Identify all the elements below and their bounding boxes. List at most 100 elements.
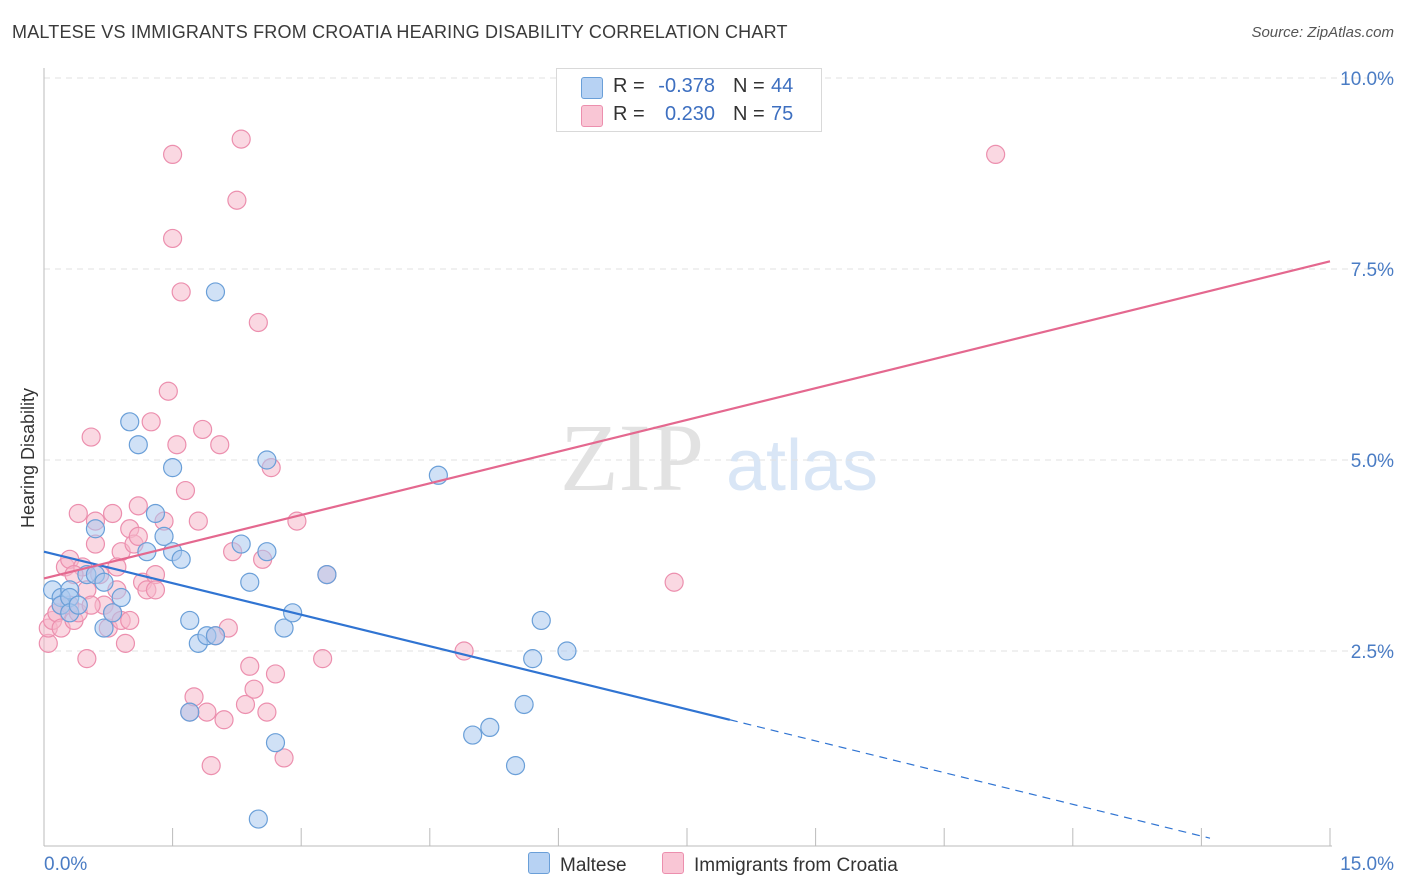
croatia-point [235, 694, 256, 715]
croatia-point [81, 427, 101, 447]
y-axis-label: Hearing Disability [18, 388, 38, 528]
croatia-point [115, 633, 136, 653]
bottom-legend-croatia: Immigrants from Croatia [662, 852, 898, 877]
croatia-point [68, 503, 88, 524]
watermark-atlas: atlas [726, 426, 878, 506]
croatia-point [986, 144, 1006, 164]
maltese-point [505, 755, 526, 776]
bottom-legend-label-croatia: Immigrants from Croatia [694, 855, 898, 876]
croatia-point [664, 572, 684, 592]
maltese-point [94, 618, 114, 638]
croatia-point [265, 664, 286, 684]
gridlines [44, 77, 1394, 652]
chart-title: MALTESE VS IMMIGRANTS FROM CROATIA HEARI… [12, 22, 788, 42]
maltese-point [180, 610, 200, 631]
maltese-point [205, 626, 226, 646]
maltese-point [68, 595, 88, 615]
maltese-point [257, 450, 277, 470]
maltese-points [42, 282, 577, 829]
maltese-point [154, 526, 174, 547]
y-tick-labels: 2.5% 5.0% 7.5% 10.0% [1340, 69, 1394, 663]
maltese-point [248, 809, 268, 829]
croatia-point [227, 190, 247, 210]
maltese-point [94, 572, 114, 592]
y-tick-label: 7.5% [1351, 260, 1394, 281]
y-tick-label: 5.0% [1351, 451, 1394, 472]
maltese-point [163, 458, 183, 478]
y-tick-label: 2.5% [1351, 642, 1394, 663]
maltese-point [180, 702, 200, 722]
stats-legend: R = -0.378 N = 44 R = 0.230 N = 75 [556, 68, 822, 132]
maltese-point [523, 649, 543, 669]
maltese-point [240, 572, 260, 592]
maltese-point [480, 717, 500, 738]
croatia-point [197, 702, 217, 722]
maltese-point [128, 435, 148, 455]
maltese-point [85, 519, 106, 539]
maltese-point [274, 618, 294, 638]
maltese-point [102, 603, 123, 623]
maltese-trendline-extension [729, 719, 1211, 839]
croatia-point [248, 312, 268, 333]
x-ticks [172, 828, 1331, 846]
maltese-point [557, 641, 577, 661]
croatia-point [214, 710, 234, 730]
croatia-point [313, 649, 333, 669]
croatia-point [171, 282, 191, 302]
maltese-trendline [43, 550, 731, 721]
croatia-point [193, 419, 213, 440]
maltese-point [257, 542, 277, 562]
legend-r-value: -0.378 [658, 75, 715, 97]
bottom-legend-label-maltese: Maltese [560, 855, 627, 876]
legend-r-label: R = [613, 75, 645, 97]
legend-swatch-blue [581, 77, 603, 99]
legend-swatch-pink [581, 105, 603, 127]
maltese-point [111, 587, 131, 608]
croatia-point [244, 679, 264, 699]
maltese-point [514, 694, 534, 715]
legend-r-value: 0.230 [664, 103, 715, 125]
legend-n-label: N = [733, 75, 765, 97]
legend-n-value: 75 [771, 103, 794, 125]
axes [43, 68, 1332, 847]
legend-n-label: N = [733, 103, 765, 125]
maltese-point [205, 282, 226, 302]
croatia-point [163, 228, 183, 249]
croatia-point [128, 496, 148, 516]
croatia-point [163, 144, 183, 164]
bottom-legend-maltese: Maltese [528, 852, 627, 877]
croatia-point [201, 755, 221, 776]
maltese-point [145, 503, 166, 524]
x-tick-label-max: 15.0% [1340, 854, 1394, 875]
legend-r-label: R = [613, 103, 645, 125]
maltese-point [317, 564, 337, 585]
croatia-point [274, 748, 294, 768]
croatia-point [128, 526, 148, 547]
maltese-point [463, 725, 483, 745]
trendlines [43, 260, 1331, 839]
y-tick-label: 10.0% [1340, 69, 1394, 90]
croatia-point [257, 702, 277, 722]
maltese-point [120, 412, 140, 432]
croatia-point [240, 656, 260, 676]
croatia-point [120, 610, 140, 631]
croatia-point [210, 435, 230, 455]
croatia-point [231, 129, 251, 149]
maltese-point [231, 534, 251, 554]
croatia-point [77, 649, 97, 669]
maltese-point [171, 549, 191, 569]
maltese-point [265, 733, 286, 753]
bottom-legend-swatch-pink [662, 852, 684, 874]
bottom-legend-swatch-blue [528, 852, 550, 874]
maltese-point [531, 610, 551, 631]
croatia-point [141, 412, 161, 432]
croatia-point [167, 435, 187, 455]
legend-n-value: 44 [771, 75, 794, 97]
x-tick-label-min: 0.0% [44, 854, 87, 875]
croatia-trendline [43, 260, 1331, 580]
croatia-point [175, 480, 196, 501]
croatia-point [158, 381, 178, 401]
source-credit: Source: ZipAtlas.com [1251, 24, 1394, 41]
croatia-point [145, 580, 166, 600]
